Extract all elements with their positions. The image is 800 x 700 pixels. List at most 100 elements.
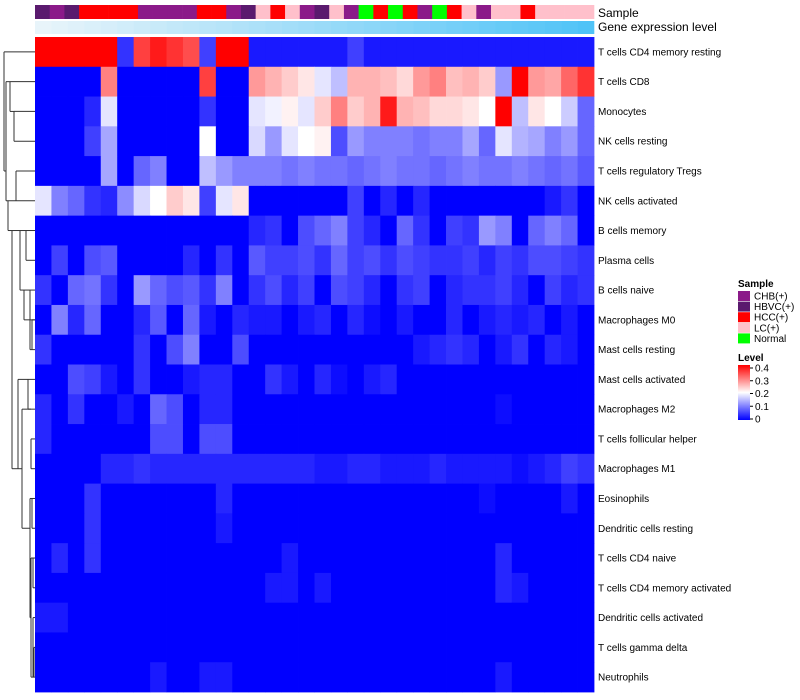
heatmap-cell [429, 334, 447, 365]
legend-level-tick-label: 0 [755, 415, 761, 426]
heatmap-cell [495, 37, 513, 68]
heatmap-cell [544, 126, 562, 157]
heatmap-cell [281, 66, 299, 97]
sample-annotation-cell [64, 5, 80, 19]
heatmap-cell [561, 483, 578, 514]
heatmap-cell [182, 66, 200, 97]
heatmap-cell [478, 37, 496, 68]
heatmap-cell [577, 96, 595, 127]
sample-annotation-cell [167, 5, 183, 19]
gene-annotation-cell [199, 21, 217, 34]
heatmap-cell [462, 424, 480, 455]
heatmap-cell [446, 364, 463, 395]
heatmap-cell [51, 334, 69, 365]
legend-level-colorbar [738, 365, 750, 420]
heatmap-cell [117, 513, 135, 544]
heatmap-cell [35, 602, 52, 633]
heatmap-cell [413, 334, 430, 365]
heatmap-cell [396, 156, 414, 187]
heatmap-cell [182, 215, 200, 246]
sample-annotation-cell [388, 5, 404, 19]
heatmap-cell [577, 275, 595, 306]
heatmap-cell [84, 66, 102, 97]
heatmap-cell [413, 394, 430, 425]
heatmap-cell [528, 215, 546, 246]
heatmap-cell [100, 304, 118, 336]
gene-annotation-cell [84, 21, 102, 34]
heatmap-cell [380, 275, 398, 306]
heatmap-cell [265, 156, 283, 187]
sample-annotation-cell [579, 5, 595, 19]
heatmap-cell [330, 662, 348, 693]
heatmap-cell [35, 543, 52, 574]
row-label: Eosinophils [598, 494, 649, 505]
heatmap-cell [429, 632, 447, 663]
heatmap-cell [511, 364, 529, 395]
heatmap-cell [265, 96, 283, 127]
heatmap-cell [150, 364, 167, 395]
heatmap-cell [495, 394, 513, 425]
heatmap-cell [199, 334, 217, 365]
heatmap-cell [446, 543, 463, 574]
heatmap-cell [298, 185, 315, 217]
heatmap-cell [265, 632, 283, 663]
heatmap-cell [215, 364, 233, 395]
heatmap-cell [199, 275, 217, 306]
heatmap-cell [511, 572, 529, 604]
heatmap-cell [248, 215, 266, 246]
heatmap-cell [166, 126, 184, 157]
heatmap-cell [265, 394, 283, 425]
sample-annotation-label: Sample [598, 6, 639, 20]
legend-entry-label: HBVC(+) [754, 302, 794, 313]
heatmap-cell [462, 156, 480, 187]
heatmap-cell [511, 632, 529, 663]
heatmap-cell [150, 215, 167, 246]
heatmap-cell [265, 304, 283, 336]
heatmap-cell [215, 96, 233, 127]
legend-swatch [738, 291, 750, 301]
heatmap-cell [478, 483, 496, 514]
heatmap-cell [35, 37, 52, 68]
heatmap-cell [347, 126, 365, 157]
row-label: T cells CD4 memory activated [598, 583, 731, 594]
heatmap-cell [215, 304, 233, 336]
heatmap-cell [117, 126, 135, 157]
sample-annotation-cell [255, 5, 271, 19]
heatmap-cell [67, 364, 85, 395]
heatmap-cell [528, 96, 546, 127]
heatmap-cell [298, 304, 315, 336]
heatmap-cell [133, 513, 151, 544]
heatmap-cell [561, 394, 578, 425]
heatmap-cell [67, 275, 85, 306]
heatmap-cell [265, 126, 283, 157]
gene-annotation-cell [232, 21, 250, 34]
heatmap-cell [100, 364, 118, 395]
heatmap-cell [396, 543, 414, 574]
sample-annotation-cell [373, 5, 389, 19]
heatmap-cell [133, 424, 151, 455]
heatmap-cell [429, 304, 447, 336]
heatmap-cell [396, 185, 414, 217]
heatmap-cell [347, 424, 365, 455]
heatmap-cell [561, 37, 578, 68]
heatmap-cell [314, 572, 332, 604]
heatmap-cell [462, 275, 480, 306]
heatmap-cell [67, 96, 85, 127]
heatmap-cell [330, 453, 348, 484]
heatmap-cell [199, 304, 217, 336]
heatmap-cell [298, 602, 315, 633]
heatmap-cell [511, 543, 529, 574]
heatmap-cell [314, 364, 332, 395]
legend-swatch [738, 333, 750, 344]
heatmap-cell [150, 602, 167, 633]
heatmap-cell [478, 453, 496, 484]
heatmap-cell [51, 483, 69, 514]
heatmap-cell [347, 156, 365, 187]
heatmap-cell [429, 662, 447, 693]
heatmap-cell [182, 156, 200, 187]
heatmap-cell [413, 37, 430, 68]
heatmap-cell [478, 126, 496, 157]
heatmap-cell [528, 483, 546, 514]
heatmap-cell [67, 66, 85, 97]
heatmap-cell [182, 96, 200, 127]
